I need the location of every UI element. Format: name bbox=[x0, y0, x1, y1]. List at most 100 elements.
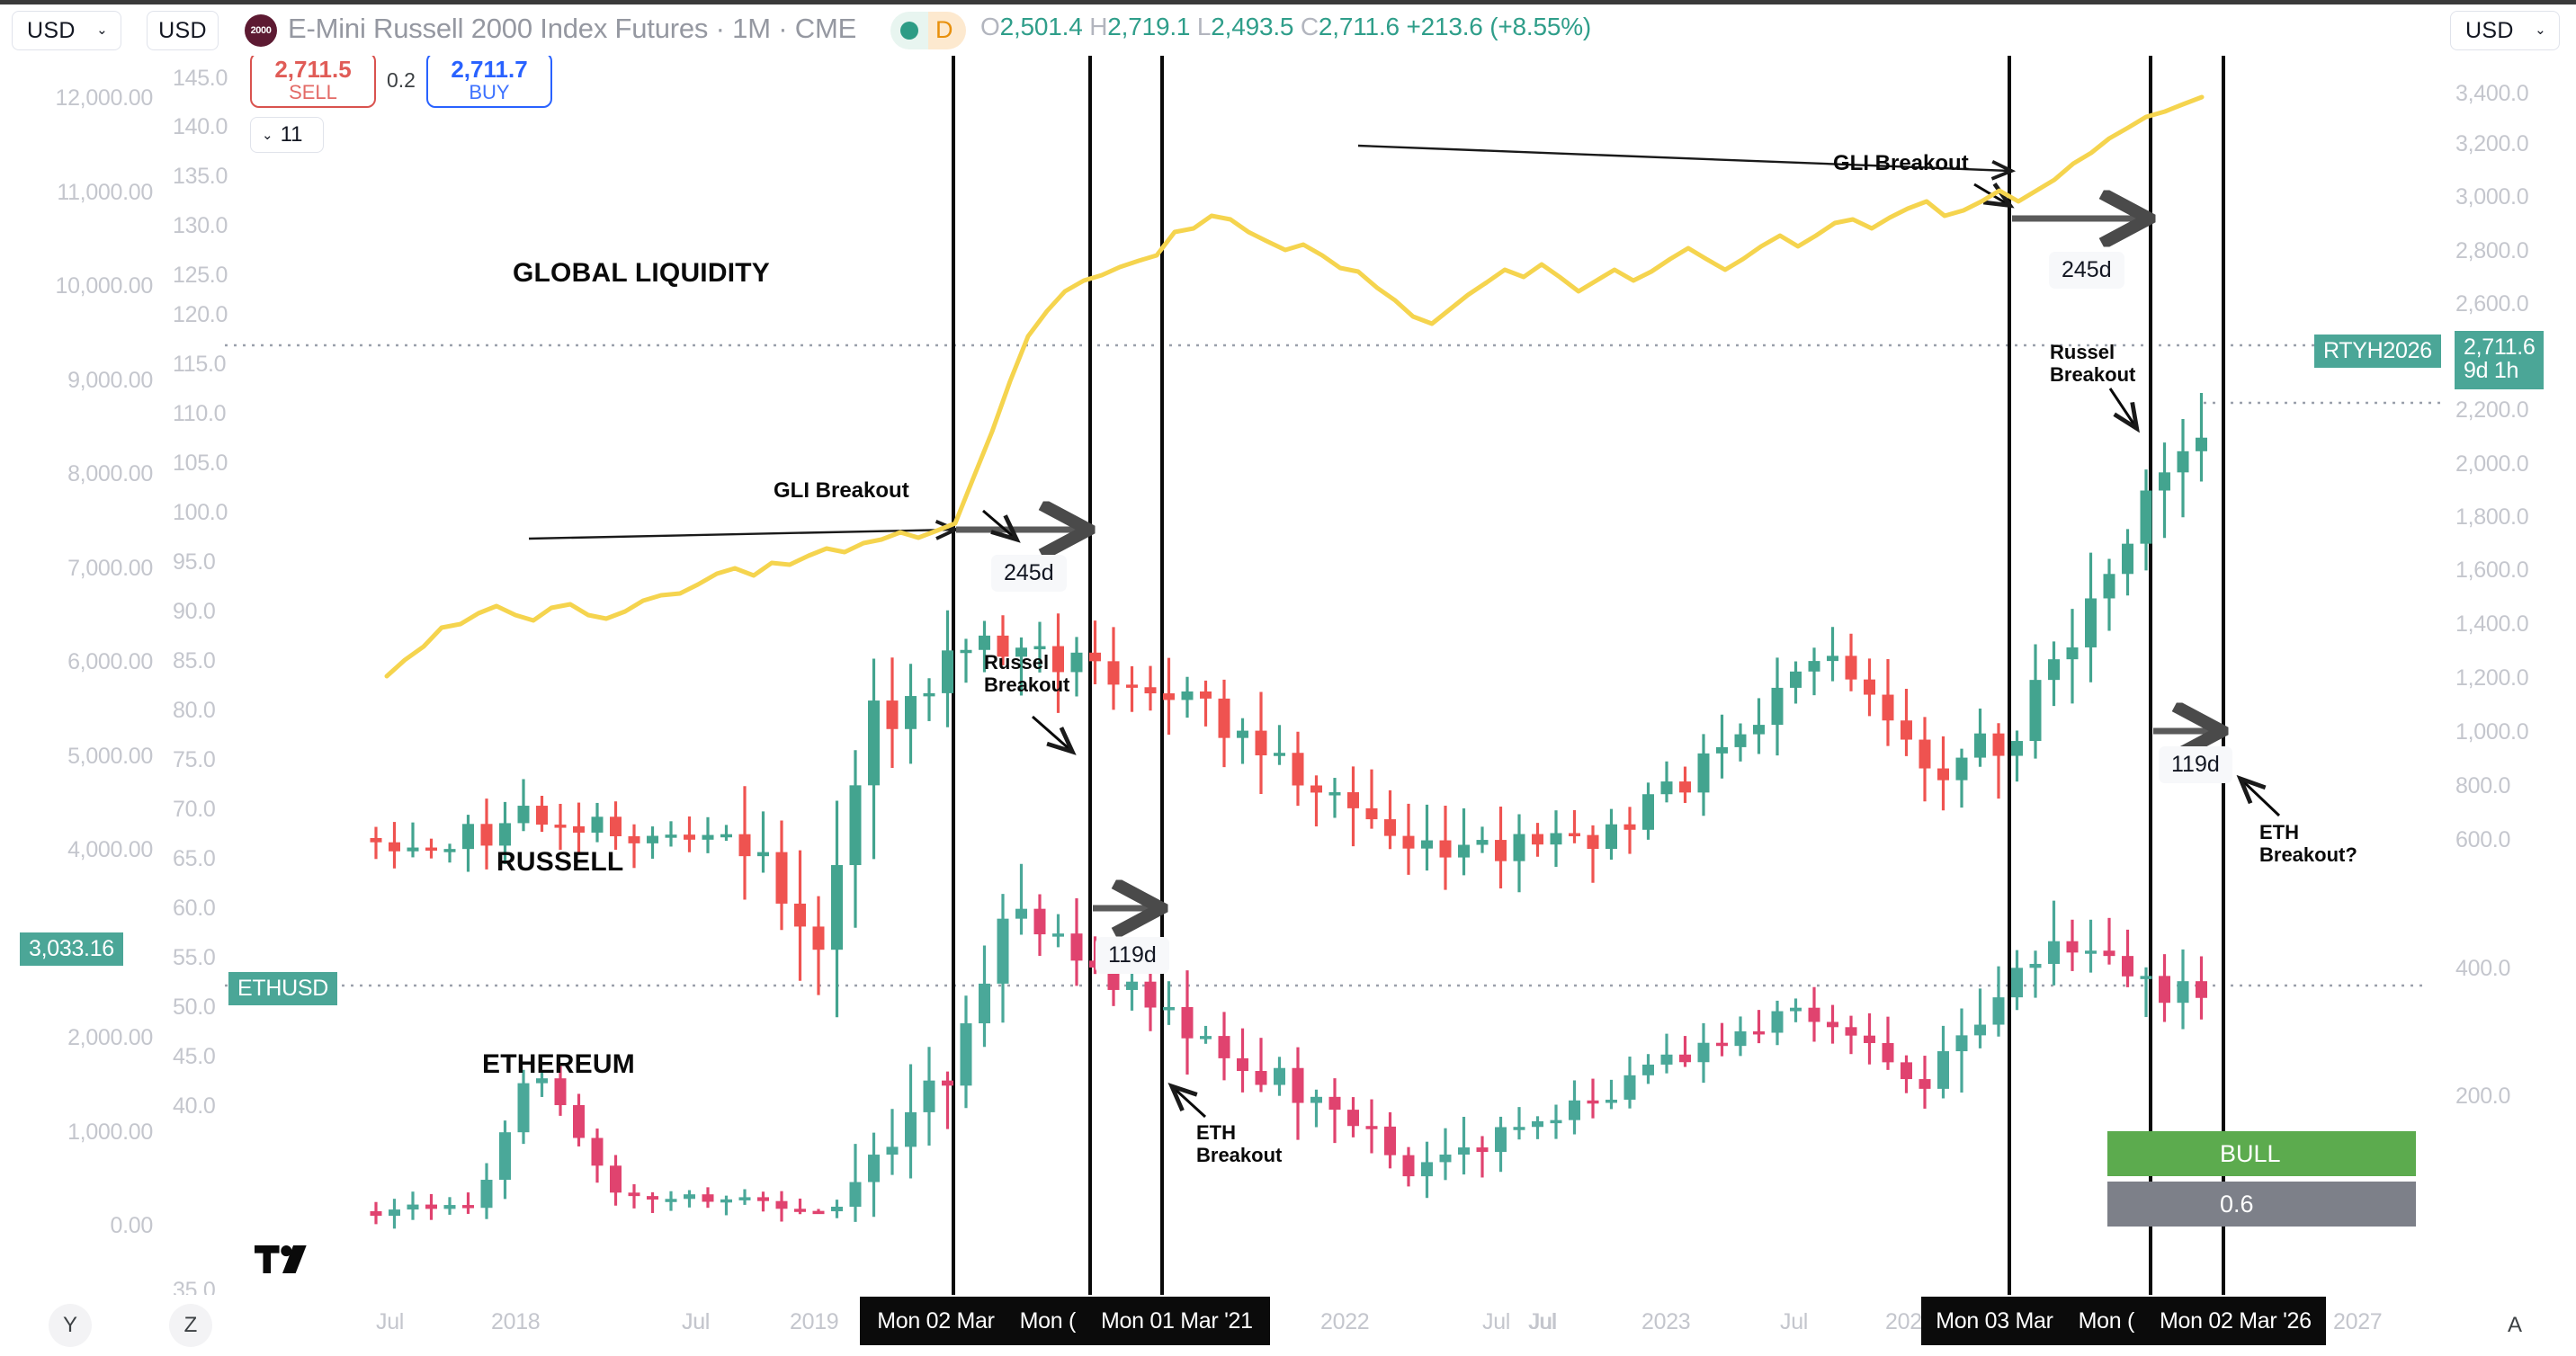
candle-body bbox=[1200, 691, 1212, 699]
buy-price: 2,711.7 bbox=[451, 55, 528, 83]
axis-tick: 400.0 bbox=[2455, 956, 2511, 981]
axis-tick: 135.0 bbox=[173, 164, 228, 189]
candle-body bbox=[1716, 1042, 1728, 1047]
candle-body bbox=[1126, 981, 1138, 990]
candle-body bbox=[757, 1197, 769, 1201]
z-axis-scale-button[interactable]: Z bbox=[169, 1304, 212, 1347]
axis-tick: 115.0 bbox=[173, 352, 227, 377]
candle-body bbox=[462, 824, 474, 850]
rty-price-tag[interactable]: 2,711.6 9d 1h bbox=[2455, 331, 2545, 389]
candle-body bbox=[1033, 908, 1046, 935]
candle-body bbox=[1255, 1071, 1267, 1085]
eth-series-tag[interactable]: ETHUSD bbox=[228, 972, 337, 1005]
quantity-stepper[interactable]: ⌄ 11 bbox=[250, 117, 324, 153]
candle-body bbox=[1532, 1120, 1543, 1128]
time-axis[interactable]: Jul 2018 Jul Jul 2019 Jul 2022 Jul Jul J… bbox=[0, 1295, 2576, 1356]
candle-body bbox=[905, 1111, 917, 1147]
buy-button[interactable]: 2,711.7 BUY bbox=[426, 52, 552, 108]
currency-selector-left[interactable]: USD ⌄ bbox=[12, 11, 121, 50]
candle-body bbox=[1550, 833, 1562, 845]
candle-body bbox=[979, 635, 990, 650]
status-badge-value: 0.6 bbox=[2107, 1182, 2416, 1227]
axis-tick: 80.0 bbox=[173, 698, 216, 723]
candle-body bbox=[1237, 730, 1248, 738]
status-regime-label: BULL bbox=[2220, 1139, 2281, 1167]
pointer-russel-2 bbox=[2108, 388, 2140, 433]
candle-body bbox=[480, 1180, 493, 1209]
chart-plot-area[interactable]: GLOBAL LIQUIDITY RUSSELL ETHEREUM GLI Br… bbox=[0, 56, 2576, 1295]
sell-price: 2,711.5 bbox=[274, 55, 352, 83]
candle-body bbox=[1532, 834, 1543, 845]
time-highlight-group-right[interactable]: Mon 03 Mar Mon ( Mon 02 Mar '26 bbox=[1921, 1297, 2326, 1345]
order-buttons-row: 2,711.5 SELL 0.2 2,711.7 BUY bbox=[250, 52, 552, 108]
candle-body bbox=[2196, 437, 2207, 451]
rty-price-value: 2,711.6 bbox=[2464, 335, 2536, 360]
y-axis-scale-button[interactable]: Y bbox=[49, 1304, 92, 1347]
time-tick-jul-b: Jul bbox=[1528, 1309, 1557, 1334]
axis-tick: 50.0 bbox=[173, 995, 216, 1020]
candle-body bbox=[1660, 1054, 1673, 1065]
spread-value: 0.2 bbox=[387, 67, 416, 92]
candle-body bbox=[1458, 844, 1470, 858]
candle-body bbox=[923, 1080, 935, 1112]
a-axis-scale-button[interactable]: A bbox=[2493, 1304, 2536, 1347]
window-titlebar-strip bbox=[0, 0, 2576, 4]
currency-selector-right[interactable]: USD ⌄ bbox=[2450, 11, 2560, 50]
candle-body bbox=[1255, 730, 1267, 756]
chart-canvas bbox=[225, 56, 2446, 1295]
low-label: L bbox=[1196, 13, 1212, 40]
annotation-russel-breakout-1: Russel Breakout bbox=[984, 651, 1070, 696]
unit-badge[interactable]: USD bbox=[147, 11, 219, 50]
candle-body bbox=[2140, 976, 2152, 979]
candle-body bbox=[1864, 679, 1875, 695]
eth-current-price-tag[interactable]: 3,033.16 bbox=[20, 932, 123, 966]
candle-body bbox=[2159, 472, 2170, 491]
candle-body bbox=[647, 835, 658, 843]
candle-body bbox=[812, 1210, 825, 1215]
candle-body bbox=[1845, 656, 1857, 680]
candle-body bbox=[1623, 824, 1636, 830]
candle-body bbox=[1292, 753, 1304, 786]
symbol-title[interactable]: E-Mini Russell 2000 Index Futures · 1M ·… bbox=[288, 13, 857, 44]
candle-body bbox=[1439, 1155, 1452, 1163]
gli-trendline-2 bbox=[1357, 144, 2017, 181]
candle-body bbox=[2177, 451, 2189, 473]
buy-label: BUY bbox=[469, 81, 510, 104]
time-highlight-group-left[interactable]: Mon 02 Mar Mon ( Mon 01 Mar '21 bbox=[860, 1297, 1270, 1345]
axis-tick: 3,400.0 bbox=[2455, 81, 2529, 106]
candle-body bbox=[462, 1205, 474, 1209]
axis-tick: 1,200.0 bbox=[2455, 665, 2529, 691]
axis-tick: 120.0 bbox=[173, 302, 228, 327]
sell-button[interactable]: 2,711.5 SELL bbox=[250, 52, 376, 108]
candle-body bbox=[1587, 1100, 1599, 1104]
time-highlight-label: Mon 01 Mar '21 bbox=[1101, 1307, 1253, 1334]
pointer-eth-1 bbox=[1167, 1082, 1207, 1119]
candle-body bbox=[1827, 656, 1838, 662]
axis-tick: 130.0 bbox=[173, 213, 228, 238]
series-label-global-liquidity: GLOBAL LIQUIDITY bbox=[513, 258, 770, 288]
axis-tick: 1,000.00 bbox=[67, 1120, 153, 1145]
candle-body bbox=[517, 806, 530, 824]
candle-body bbox=[1992, 997, 2005, 1025]
candle-body bbox=[628, 835, 640, 843]
candle-body bbox=[499, 1132, 511, 1181]
global-liquidity-line bbox=[384, 94, 2205, 679]
session-marker-icon[interactable]: D bbox=[935, 16, 953, 43]
candle-body bbox=[407, 1204, 419, 1210]
annotation-gli-breakout-1: GLI Breakout bbox=[774, 478, 909, 503]
rty-symbol-tag[interactable]: RTYH2026 bbox=[2314, 335, 2441, 368]
candle-body bbox=[389, 1209, 400, 1217]
candle-body bbox=[536, 1078, 548, 1084]
candle-body bbox=[1753, 1030, 1765, 1035]
axis-tick: 1,400.0 bbox=[2455, 611, 2529, 637]
candle-body bbox=[1606, 1099, 1617, 1103]
candle-body bbox=[1070, 933, 1083, 961]
candle-body bbox=[979, 983, 990, 1024]
axis-tick: 1,800.0 bbox=[2455, 504, 2529, 530]
axis-tick: 11,000.00 bbox=[57, 180, 153, 205]
candle-body bbox=[1808, 661, 1820, 672]
status-value-label: 0.6 bbox=[2220, 1190, 2254, 1218]
candle-body bbox=[960, 1023, 972, 1086]
low-value: 2,493.5 bbox=[1211, 13, 1294, 40]
candle-body bbox=[1365, 807, 1378, 820]
